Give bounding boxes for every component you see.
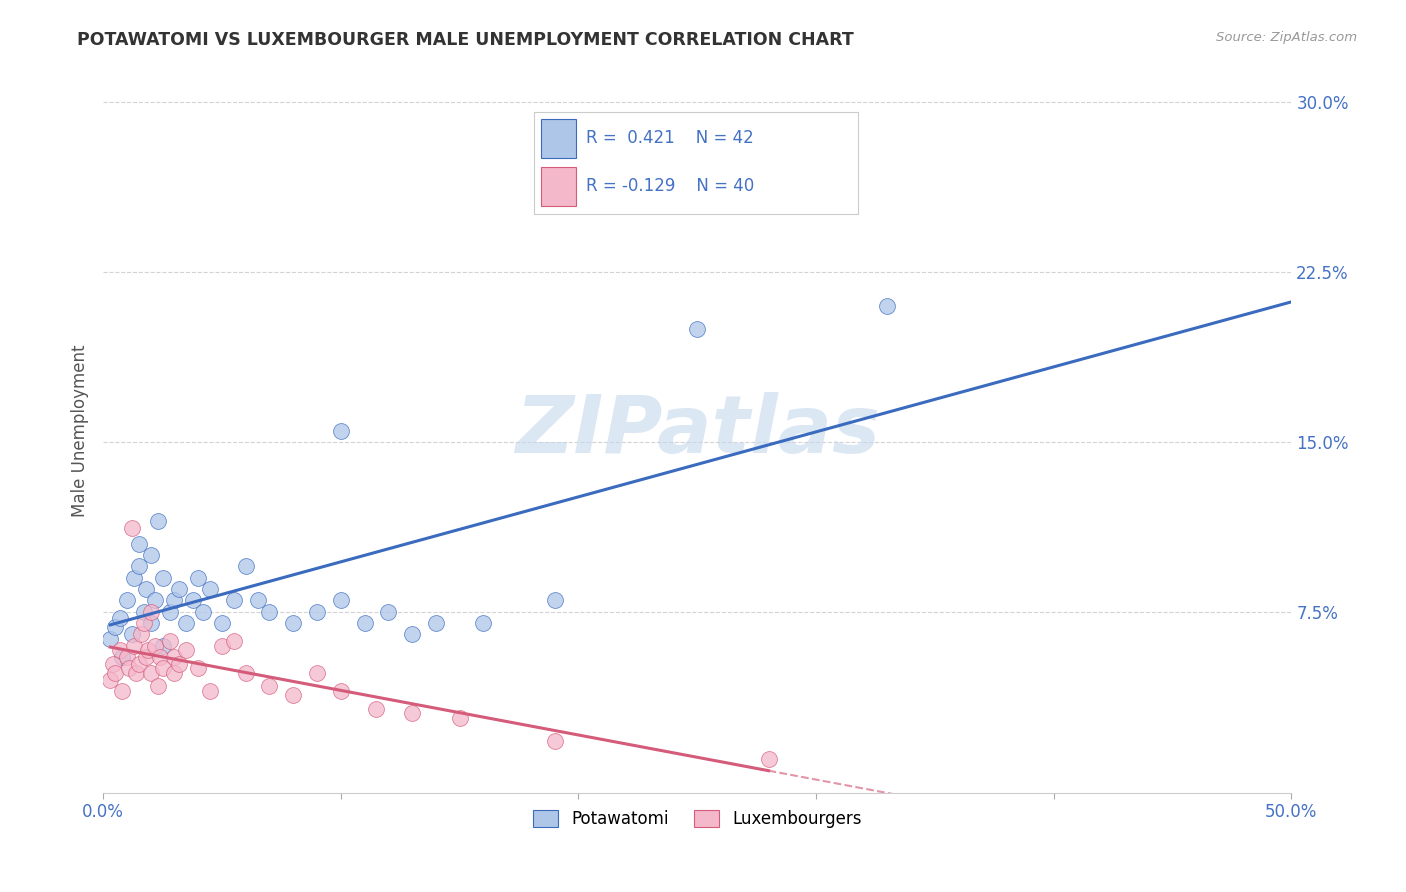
Point — [686, 322, 709, 336]
Point — [145, 593, 167, 607]
Point — [329, 683, 352, 698]
Point — [121, 627, 143, 641]
Point — [145, 639, 167, 653]
Point — [122, 639, 145, 653]
Point — [149, 649, 172, 664]
Point — [115, 593, 138, 607]
Point — [401, 627, 423, 641]
Point — [139, 605, 162, 619]
Point — [222, 634, 245, 648]
Point — [135, 649, 157, 664]
Point — [139, 548, 162, 562]
Point — [132, 605, 155, 619]
Point — [543, 733, 565, 747]
Point — [187, 661, 209, 675]
Point — [163, 649, 186, 664]
Point — [128, 559, 150, 574]
Point — [115, 649, 138, 664]
Point — [129, 627, 152, 641]
Point — [329, 424, 352, 438]
Bar — [541, 167, 576, 206]
Point — [136, 643, 159, 657]
Point — [118, 661, 141, 675]
Point — [167, 657, 190, 671]
Point — [366, 702, 388, 716]
Point — [163, 593, 186, 607]
Point — [353, 615, 375, 630]
Point — [125, 665, 148, 680]
Point — [176, 615, 198, 630]
Point — [108, 611, 131, 625]
Point — [198, 582, 221, 596]
Point — [146, 514, 169, 528]
Point — [305, 605, 328, 619]
Point — [163, 665, 186, 680]
Text: R =  0.421    N = 42: R = 0.421 N = 42 — [586, 129, 754, 147]
Point — [167, 582, 190, 596]
Point — [543, 593, 565, 607]
Point — [183, 593, 205, 607]
Point — [111, 683, 134, 698]
Point — [128, 537, 150, 551]
Point — [104, 620, 127, 634]
Point — [146, 679, 169, 693]
Point — [128, 657, 150, 671]
Point — [425, 615, 447, 630]
Point — [98, 632, 121, 646]
Text: Source: ZipAtlas.com: Source: ZipAtlas.com — [1216, 31, 1357, 45]
Y-axis label: Male Unemployment: Male Unemployment — [72, 344, 89, 516]
Point — [191, 605, 214, 619]
Point — [211, 615, 233, 630]
Point — [758, 752, 780, 766]
Point — [132, 615, 155, 630]
Point — [159, 605, 181, 619]
Point — [235, 559, 257, 574]
Point — [329, 593, 352, 607]
Point — [111, 649, 134, 664]
Point — [135, 582, 157, 596]
Point — [876, 299, 898, 313]
Point — [259, 605, 281, 619]
Point — [139, 615, 162, 630]
Point — [198, 683, 221, 698]
Point — [283, 689, 305, 703]
Point — [377, 605, 399, 619]
Point — [401, 706, 423, 721]
Legend: Potawatomi, Luxembourgers: Potawatomi, Luxembourgers — [526, 804, 869, 835]
Point — [187, 571, 209, 585]
Text: ZIPatlas: ZIPatlas — [515, 392, 880, 469]
Point — [152, 571, 174, 585]
Point — [222, 593, 245, 607]
Point — [108, 643, 131, 657]
Point — [139, 665, 162, 680]
Bar — [541, 119, 576, 158]
Text: R = -0.129    N = 40: R = -0.129 N = 40 — [586, 178, 754, 195]
Point — [159, 634, 181, 648]
Point — [235, 665, 257, 680]
Point — [283, 615, 305, 630]
Point — [152, 661, 174, 675]
Point — [472, 615, 495, 630]
Point — [176, 643, 198, 657]
Point — [449, 711, 471, 725]
Point — [122, 571, 145, 585]
Point — [246, 593, 269, 607]
Point — [104, 665, 127, 680]
Point — [305, 665, 328, 680]
Text: POTAWATOMI VS LUXEMBOURGER MALE UNEMPLOYMENT CORRELATION CHART: POTAWATOMI VS LUXEMBOURGER MALE UNEMPLOY… — [77, 31, 853, 49]
Point — [98, 673, 121, 687]
Point — [152, 639, 174, 653]
Point — [121, 521, 143, 535]
Point — [101, 657, 124, 671]
Point — [259, 679, 281, 693]
Point — [211, 639, 233, 653]
